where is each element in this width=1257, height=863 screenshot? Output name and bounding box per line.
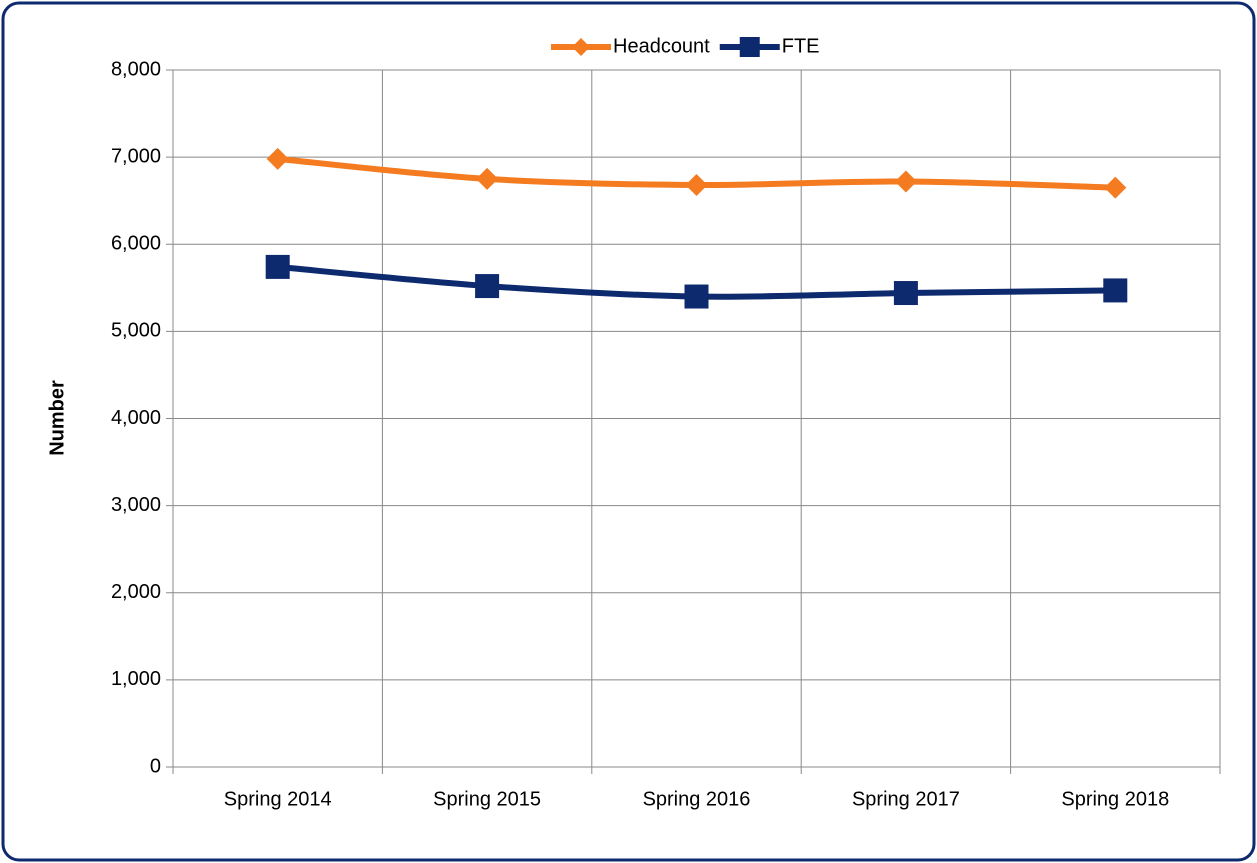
y-tick-label: 2,000 bbox=[111, 581, 161, 603]
legend-marker bbox=[739, 37, 760, 57]
legend-marker bbox=[572, 38, 590, 56]
y-tick-label: 4,000 bbox=[111, 407, 161, 429]
y-tick-label: 8,000 bbox=[111, 58, 161, 80]
marker bbox=[475, 274, 500, 299]
x-tick-label: Spring 2016 bbox=[643, 788, 751, 810]
x-tick-label: Spring 2018 bbox=[1061, 788, 1169, 810]
marker bbox=[893, 281, 918, 306]
marker bbox=[266, 147, 289, 170]
y-tick-label: 6,000 bbox=[111, 233, 161, 255]
y-tick-label: 1,000 bbox=[111, 668, 161, 690]
y-tick-label: 0 bbox=[150, 755, 161, 777]
marker bbox=[265, 254, 290, 279]
x-tick-label: Spring 2017 bbox=[852, 788, 960, 810]
y-tick-label: 5,000 bbox=[111, 320, 161, 342]
marker bbox=[685, 174, 708, 197]
x-tick-label: Spring 2015 bbox=[433, 788, 541, 810]
marker bbox=[894, 170, 917, 193]
marker bbox=[476, 167, 499, 190]
y-tick-label: 3,000 bbox=[111, 494, 161, 516]
x-tick-label: Spring 2014 bbox=[224, 788, 332, 810]
marker bbox=[1104, 176, 1127, 199]
legend-label: FTE bbox=[782, 35, 820, 57]
marker bbox=[1103, 278, 1128, 303]
y-tick-label: 7,000 bbox=[111, 145, 161, 167]
legend-label: Headcount bbox=[613, 35, 710, 57]
y-axis-label: Number bbox=[46, 380, 68, 456]
marker bbox=[684, 284, 709, 309]
